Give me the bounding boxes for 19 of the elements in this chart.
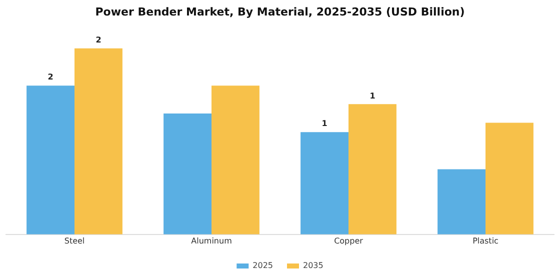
legend-label: 2025 xyxy=(252,261,273,270)
bar xyxy=(438,169,486,234)
bar xyxy=(300,132,348,234)
bar xyxy=(164,113,212,234)
bar xyxy=(486,122,534,234)
x-tick-label: Copper xyxy=(334,236,364,246)
data-label: 1 xyxy=(322,119,328,128)
chart-title: Power Bender Market, By Material, 2025-2035 (USD Billion) xyxy=(95,5,465,18)
data-label: 2 xyxy=(48,72,54,82)
data-label: 1 xyxy=(370,91,376,100)
x-tick-label: Steel xyxy=(64,236,85,246)
bar xyxy=(212,86,260,234)
legend-label: 2035 xyxy=(303,261,324,270)
x-tick-label: Plastic xyxy=(472,236,498,246)
bar xyxy=(74,48,122,234)
x-tick-label: Aluminum xyxy=(191,236,232,246)
bar xyxy=(26,86,74,234)
data-label: 2 xyxy=(96,35,102,44)
bar xyxy=(348,104,396,234)
